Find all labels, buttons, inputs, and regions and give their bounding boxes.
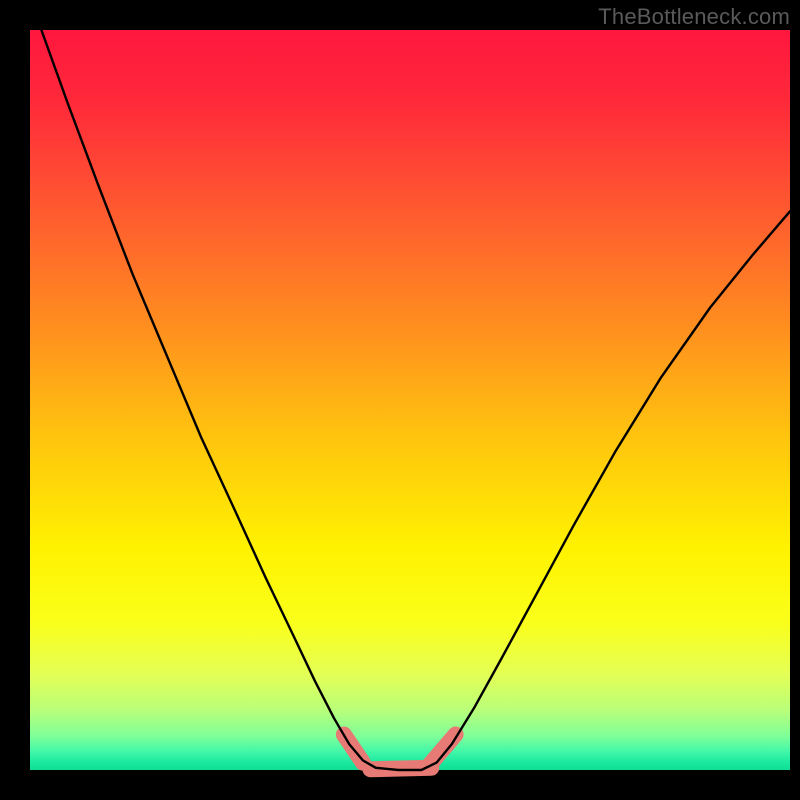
plot-background-gradient [30, 30, 790, 770]
chart-container: TheBottleneck.com [0, 0, 800, 800]
bottleneck-chart [0, 0, 800, 800]
watermark-text: TheBottleneck.com [598, 4, 790, 30]
